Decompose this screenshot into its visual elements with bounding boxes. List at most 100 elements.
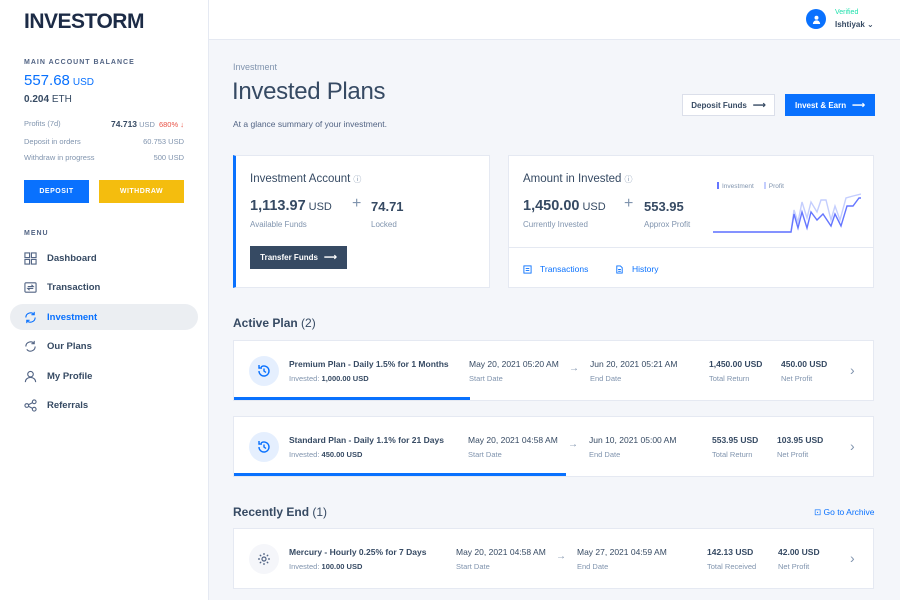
- investment-account-card: Investment Account ⓘ 1,113.97 USD Availabl…: [233, 155, 490, 288]
- file-icon: [616, 264, 623, 274]
- end-date-label: End Date: [589, 450, 621, 459]
- nav-label-my-profile: My Profile: [47, 370, 93, 382]
- user-avatar[interactable]: [806, 9, 826, 29]
- nav-item-dashboard[interactable]: Dashboard: [10, 245, 198, 271]
- plan-row-premium[interactable]: Premium Plan - Daily 1.5% for 1 Months I…: [233, 340, 874, 401]
- locked-amount: 74.71: [371, 199, 404, 214]
- net-profit-label: Net Profit: [778, 562, 810, 571]
- menu-heading: MENU: [24, 230, 49, 237]
- total-received-label: Total Received: [707, 562, 757, 571]
- main-balance-currency: USD: [72, 77, 95, 88]
- transactions-link-label: Transactions: [540, 264, 589, 274]
- card-footer: Transactions History: [509, 247, 873, 287]
- plan-name: Premium Plan - Daily 1.5% for 1 Months: [289, 359, 449, 369]
- end-date-label: End Date: [590, 374, 622, 383]
- profits-currency: USD: [139, 120, 155, 129]
- page-title: Invested Plans: [232, 78, 386, 105]
- chart-legend: Investment Profit: [717, 182, 784, 190]
- document-icon: [523, 264, 532, 274]
- go-to-archive-link[interactable]: ⊡ Go to Archive: [814, 507, 875, 518]
- arrow-right-icon: ⟶: [752, 99, 766, 110]
- nav-item-investment[interactable]: Investment: [10, 304, 198, 330]
- net-profit: 450.00 USD: [781, 359, 828, 369]
- page-subtitle: At a glance summary of your investment.: [233, 119, 388, 129]
- transactions-link[interactable]: Transactions: [523, 264, 588, 274]
- start-date-label: Start Date: [456, 562, 490, 571]
- invested-label: Invested:: [289, 374, 320, 383]
- arrow-right-icon: ⟶: [323, 252, 337, 262]
- end-date: May 27, 2021 04:59 AM: [577, 547, 667, 557]
- top-header: [209, 0, 900, 40]
- locked-label: Locked: [371, 220, 397, 229]
- nav-item-transaction[interactable]: Transaction: [10, 274, 198, 300]
- net-profit: 103.95 USD: [777, 435, 824, 445]
- profit-line: [713, 193, 861, 233]
- eth-balance: 0.204 ETH: [24, 94, 72, 105]
- withdraw-button[interactable]: WITHDRAW: [99, 180, 184, 203]
- invest-earn-label: Invest & Earn: [794, 100, 847, 110]
- available-funds-value: 1,113.97: [250, 198, 306, 214]
- transfer-funds-button[interactable]: Transfer Funds ⟶: [250, 246, 347, 269]
- history-link-label: History: [632, 264, 659, 274]
- main-balance: 557.68 USD: [24, 72, 94, 89]
- investment-sparkline: [713, 193, 861, 233]
- nav-label-referrals: Referrals: [47, 399, 89, 411]
- withdraw-progress-row: Withdraw in progress 500 USD: [24, 153, 184, 162]
- dashboard-icon: [24, 251, 37, 265]
- nav-item-my-profile[interactable]: My Profile: [10, 363, 198, 389]
- active-plan-count: (2): [301, 316, 316, 330]
- end-date: Jun 20, 2021 05:21 AM: [590, 359, 678, 369]
- arrow-right-icon: ⟶: [852, 99, 866, 110]
- plan-gear-icon: [249, 544, 279, 574]
- chevron-right-icon[interactable]: ›: [850, 438, 855, 454]
- plan-cycle-icon: [249, 356, 279, 386]
- user-icon: [812, 15, 820, 24]
- deposit-orders-value: 60.753 USD: [143, 137, 184, 146]
- info-icon[interactable]: ⓘ: [353, 175, 362, 184]
- nav-item-our-plans[interactable]: Our Plans: [10, 333, 198, 359]
- brand-logo[interactable]: INVESTORM: [24, 10, 144, 33]
- invest-earn-button[interactable]: Invest & Earn ⟶: [785, 94, 875, 116]
- user-name-dropdown[interactable]: Ishtiyak ⌄: [835, 20, 874, 29]
- available-funds-label: Available Funds: [250, 220, 307, 229]
- plans-icon: [25, 340, 36, 352]
- deposit-funds-button[interactable]: Deposit Funds ⟶: [682, 94, 775, 116]
- invested-value: 1,000.00 USD: [321, 374, 369, 383]
- plan-cycle-icon: [249, 432, 279, 462]
- history-link[interactable]: History: [615, 264, 658, 274]
- currently-invested-amount: 1,450.00 USD: [523, 198, 606, 214]
- main-balance-value: 557.68: [24, 72, 70, 89]
- net-profit-label: Net Profit: [781, 374, 813, 383]
- approx-profit-label: Approx Profit: [644, 220, 691, 229]
- arrow-right-icon: →: [569, 363, 579, 374]
- plus-icon: +: [624, 195, 634, 212]
- invested-label: Invested:: [289, 450, 320, 459]
- deposit-orders-label: Deposit in orders: [24, 137, 81, 146]
- currently-invested-label: Currently Invested: [523, 220, 588, 229]
- nav-item-referrals[interactable]: Referrals: [10, 392, 198, 418]
- end-date-label: End Date: [577, 562, 609, 571]
- chevron-right-icon[interactable]: ›: [850, 362, 855, 378]
- balance-label: MAIN ACCOUNT BALANCE: [24, 59, 135, 66]
- total-return: 553.95 USD: [712, 435, 759, 445]
- plan-name: Standard Plan - Daily 1.1% for 21 Days: [289, 435, 444, 445]
- available-funds-amount: 1,113.97 USD: [250, 198, 332, 214]
- chevron-right-icon[interactable]: ›: [850, 550, 855, 566]
- recently-end-count: (1): [312, 505, 328, 519]
- withdraw-progress-value: 500 USD: [153, 153, 184, 162]
- transfer-funds-label: Transfer Funds: [260, 253, 318, 262]
- invested-value: 100.00 USD: [321, 562, 363, 571]
- sidebar: INVESTORM MAIN ACCOUNT BALANCE 557.68 USD…: [0, 0, 209, 600]
- amount-invested-card: Amount in Invested ⓘ 1,450.00 USD Currentl…: [508, 155, 874, 288]
- deposit-button[interactable]: DEPOSIT: [24, 180, 89, 203]
- plan-row-standard[interactable]: Standard Plan - Daily 1.1% for 21 Days I…: [233, 416, 874, 477]
- plan-invested: Invested: 1,000.00 USD: [289, 374, 369, 383]
- info-icon[interactable]: ⓘ: [624, 175, 633, 184]
- plus-icon: +: [352, 195, 362, 212]
- end-date: Jun 10, 2021 05:00 AM: [589, 435, 677, 445]
- net-profit-label: Net Profit: [777, 450, 809, 459]
- eth-balance-currency: ETH: [51, 94, 72, 105]
- breadcrumb: Investment: [233, 62, 278, 72]
- plan-row-mercury[interactable]: Mercury - Hourly 0.25% for 7 Days Invest…: [233, 528, 874, 589]
- start-date: May 20, 2021 04:58 AM: [456, 547, 546, 557]
